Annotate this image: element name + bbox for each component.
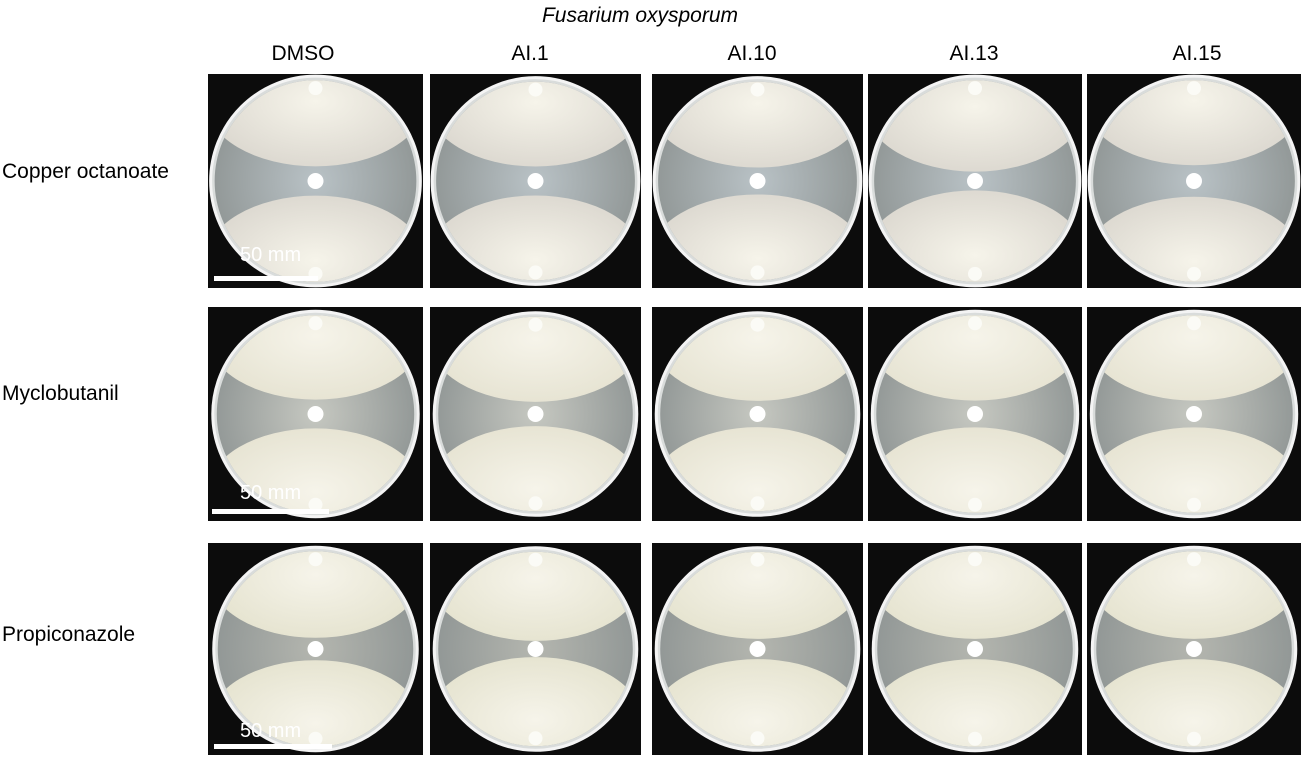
column-label-ai15: AI.15 xyxy=(1172,42,1222,65)
petri-dish-copper-octanoate-dmso xyxy=(208,74,423,288)
scale-label-row1: 50 mm xyxy=(240,244,302,266)
petri-dish-myclobutanil-ai10 xyxy=(652,307,863,521)
petri-dish-myclobutanil-ai13 xyxy=(868,307,1082,521)
row-label-propiconazole: Propiconazole xyxy=(2,623,136,646)
scale-bar-row2 xyxy=(212,509,329,514)
row-label-copper-octanoate: Copper octanoate xyxy=(2,160,169,183)
petri-dish-copper-octanoate-ai15 xyxy=(1087,74,1301,288)
row-label-myclobutanil: Myclobutanil xyxy=(2,382,119,405)
column-label-ai13: AI.13 xyxy=(949,42,999,65)
petri-dish-copper-octanoate-ai1 xyxy=(430,74,641,288)
scale-label-row2: 50 mm xyxy=(240,482,302,504)
petri-dish-propiconazole-dmso xyxy=(208,543,423,755)
column-label-ai1: AI.1 xyxy=(511,42,549,65)
petri-dish-myclobutanil-ai15 xyxy=(1087,307,1301,521)
petri-dish-propiconazole-ai15 xyxy=(1087,543,1301,755)
petri-dish-copper-octanoate-ai10 xyxy=(652,74,863,288)
figure-title: Fusarium oxysporum xyxy=(541,4,739,27)
column-label-ai10: AI.10 xyxy=(727,42,777,65)
scale-bar-row3 xyxy=(214,744,332,749)
petri-dish-myclobutanil-dmso xyxy=(208,307,423,521)
scale-bar-row1 xyxy=(214,276,318,281)
petri-dish-copper-octanoate-ai13 xyxy=(868,74,1082,288)
petri-dish-propiconazole-ai10 xyxy=(652,543,863,755)
scale-label-row3: 50 mm xyxy=(240,720,302,742)
petri-dish-propiconazole-ai1 xyxy=(430,543,641,755)
column-label-dmso: DMSO xyxy=(271,42,335,65)
petri-dish-myclobutanil-ai1 xyxy=(430,307,641,521)
petri-dish-propiconazole-ai13 xyxy=(868,543,1082,755)
